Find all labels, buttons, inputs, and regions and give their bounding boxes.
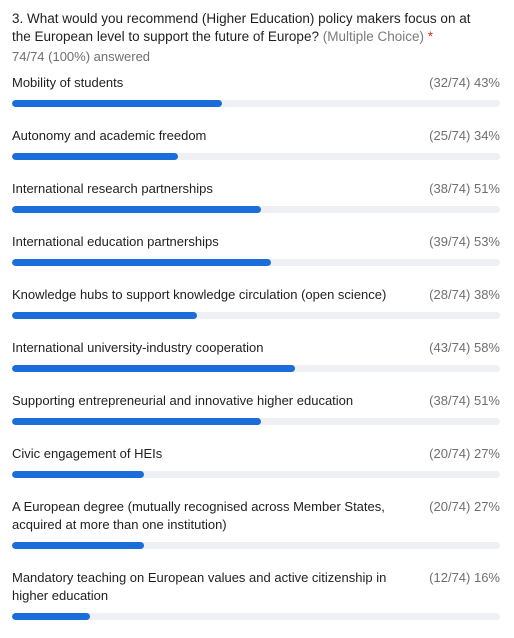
option-header: A European degree (mutually recognised a… — [12, 498, 500, 534]
option-stats: (39/74) 53% — [429, 234, 500, 249]
option-progress-fill — [12, 471, 144, 478]
option-progress-fill — [12, 542, 144, 549]
option-row: International education partnerships (39/… — [12, 233, 500, 266]
option-row: Mobility of students (32/74) 43% — [12, 74, 500, 107]
question-type-label: (Multiple Choice) — [322, 29, 425, 44]
option-label: Supporting entrepreneurial and innovativ… — [12, 393, 354, 408]
option-label: International university-industry cooper… — [12, 340, 264, 355]
option-progress-track — [12, 613, 500, 620]
options-list: Mobility of students (32/74) 43% Autonomy … — [12, 74, 502, 620]
option-stats: (20/74) 27% — [429, 499, 500, 514]
option-row: A European degree (mutually recognised a… — [12, 498, 500, 549]
option-label: Mobility of students — [12, 75, 124, 90]
option-label: A European degree (mutually recognised a… — [12, 499, 385, 532]
option-stats: (38/74) 51% — [429, 181, 500, 196]
option-header: Civic engagement of HEIs (20/74) 27% — [12, 445, 500, 463]
option-stats: (28/74) 38% — [429, 287, 500, 302]
option-progress-fill — [12, 312, 198, 319]
option-progress-track — [12, 312, 500, 319]
option-stats: (43/74) 58% — [429, 340, 500, 355]
option-progress-track — [12, 259, 500, 266]
question-text: 3. What would you recommend (Higher Educ… — [12, 11, 471, 44]
option-stats: (25/74) 34% — [429, 128, 500, 143]
option-row: Civic engagement of HEIs (20/74) 27% — [12, 445, 500, 478]
option-row: Autonomy and academic freedom (25/74) 34% — [12, 127, 500, 160]
option-header: International research partnerships (38/7… — [12, 180, 500, 198]
option-progress-track — [12, 206, 500, 213]
option-stats: (32/74) 43% — [429, 75, 500, 90]
answered-count: 74/74 (100%) answered — [12, 49, 151, 64]
option-label: Civic engagement of HEIs — [12, 446, 163, 461]
option-row: Mandatory teaching on European values an… — [12, 569, 500, 620]
option-stats: (20/74) 27% — [429, 446, 500, 461]
option-progress-fill — [12, 153, 178, 160]
option-header: Supporting entrepreneurial and innovativ… — [12, 392, 500, 410]
option-label: Autonomy and academic freedom — [12, 128, 207, 143]
option-progress-fill — [12, 100, 222, 107]
option-progress-track — [12, 471, 500, 478]
option-label: International research partnerships — [12, 181, 213, 196]
option-progress-track — [12, 542, 500, 549]
option-stats: (38/74) 51% — [429, 393, 500, 408]
option-header: International education partnerships (39/… — [12, 233, 500, 251]
option-header: Autonomy and academic freedom (25/74) 34% — [12, 127, 500, 145]
option-progress-track — [12, 100, 500, 107]
option-header: Knowledge hubs to support knowledge circ… — [12, 286, 500, 304]
option-row: International university-industry cooper… — [12, 339, 500, 372]
option-header: International university-industry cooper… — [12, 339, 500, 357]
required-marker: * — [427, 29, 434, 44]
option-header: Mandatory teaching on European values an… — [12, 569, 500, 605]
option-label: Mandatory teaching on European values an… — [12, 570, 387, 603]
question-title: 3. What would you recommend (Higher Educ… — [12, 10, 482, 46]
option-stats: (12/74) 16% — [429, 570, 500, 585]
option-progress-track — [12, 153, 500, 160]
option-label: International education partnerships — [12, 234, 219, 249]
option-label: Knowledge hubs to support knowledge circ… — [12, 287, 387, 302]
option-progress-fill — [12, 418, 261, 425]
option-row: Knowledge hubs to support knowledge circ… — [12, 286, 500, 319]
option-progress-fill — [12, 613, 91, 620]
option-progress-track — [12, 418, 500, 425]
option-progress-fill — [12, 206, 261, 213]
option-row: International research partnerships (38/7… — [12, 180, 500, 213]
option-row: Supporting entrepreneurial and innovativ… — [12, 392, 500, 425]
option-progress-track — [12, 365, 500, 372]
option-progress-fill — [12, 259, 271, 266]
option-header: Mobility of students (32/74) 43% — [12, 74, 500, 92]
option-progress-fill — [12, 365, 296, 372]
